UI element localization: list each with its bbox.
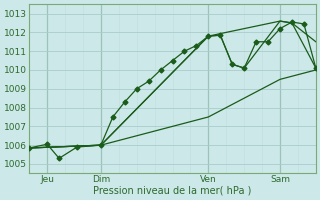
X-axis label: Pression niveau de la mer( hPa ): Pression niveau de la mer( hPa ) [93,186,252,196]
